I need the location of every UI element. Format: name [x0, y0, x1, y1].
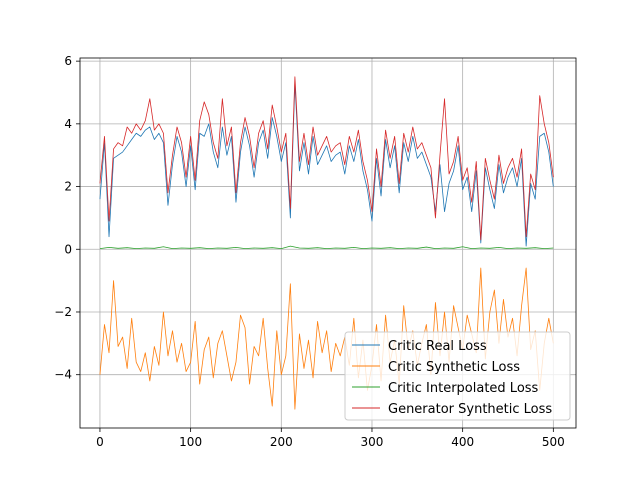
grid-lines: [80, 58, 576, 428]
x-tick-label: 0: [96, 435, 104, 449]
y-tick-label: 6: [64, 54, 72, 68]
y-tick-label: −4: [54, 368, 72, 382]
x-tick-label: 400: [451, 435, 474, 449]
y-tick-label: −2: [54, 305, 72, 319]
legend-label-4: Generator Synthetic Loss: [388, 402, 552, 417]
series-line-3: [99, 245, 554, 250]
series-line-1: [99, 82, 554, 247]
y-tick-label: 0: [64, 242, 72, 256]
axis-ticks: 0 100 200 300 400 500 −4 −2 0 2 4 6: [54, 54, 564, 449]
legend-box: [344, 331, 571, 421]
x-tick-label: 500: [542, 435, 565, 449]
x-tick-label: 200: [270, 435, 293, 449]
legend-label-3: Critic Interpolated Loss: [388, 381, 539, 396]
x-tick-label: 300: [361, 435, 384, 449]
legend-label-1: Critic Real Loss: [388, 339, 487, 354]
series-line-2: [99, 267, 554, 410]
y-tick-label: 4: [64, 117, 72, 131]
legend-label-2: Critic Synthetic Loss: [388, 360, 520, 375]
plot-frame: [79, 57, 577, 429]
x-tick-label: 100: [179, 435, 202, 449]
legend: Critic Real Loss Critic Synthetic Loss Cri…: [344, 331, 571, 421]
series-lines: [99, 76, 554, 410]
y-tick-label: 2: [64, 180, 72, 194]
series-line-4: [99, 76, 554, 241]
